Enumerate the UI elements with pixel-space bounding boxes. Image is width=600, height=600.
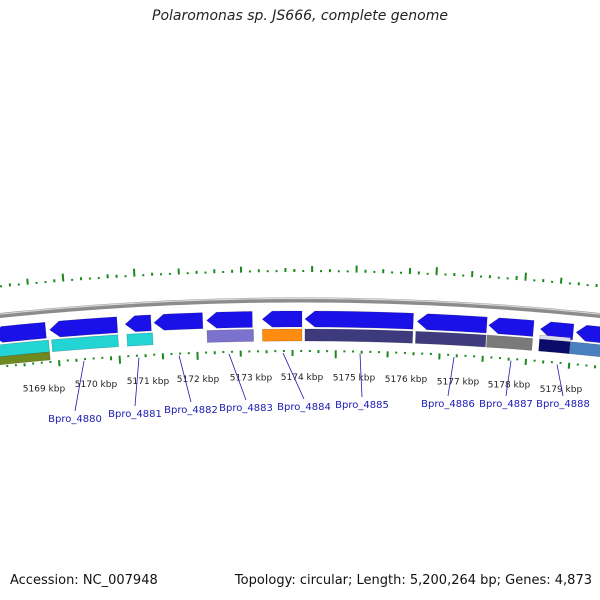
gene-arrow <box>416 313 488 334</box>
feature-block <box>51 334 119 353</box>
gc-tick <box>559 277 563 284</box>
gc-skew-inner-track <box>6 350 597 369</box>
genome-title: Polaromonas sp. JS666, complete genome <box>152 8 448 24</box>
gene-label: Bpro_4883 <box>219 403 273 414</box>
kbp-tick-label: 5175 kbp <box>333 374 376 384</box>
feature-block <box>415 331 487 348</box>
gene-label: Bpro_4887 <box>479 399 533 410</box>
gc-tick <box>61 273 65 282</box>
gene-arrow <box>261 310 303 328</box>
kbp-tick-label: 5169 kbp <box>23 384 66 394</box>
kbp-tick-label: 5179 kbp <box>540 385 583 395</box>
backbone-highlight <box>0 297 600 315</box>
gc-tick <box>567 362 571 369</box>
gc-tick <box>26 278 29 285</box>
kbp-tick-label: 5177 kbp <box>437 377 480 387</box>
gene-label: Bpro_4886 <box>421 399 475 410</box>
gene-leader-line <box>282 352 305 400</box>
backbone-track <box>0 297 600 319</box>
gene-arrow <box>575 324 600 344</box>
feature-block <box>486 334 533 351</box>
gene-leader-line <box>134 357 140 407</box>
kbp-tick-label: 5178 kbp <box>488 381 531 391</box>
gc-tick <box>524 272 527 281</box>
kbp-scale: 5169 kbp 5170 kbp 5171 kbp 5172 kbp 5173 kbp… <box>23 373 583 395</box>
gene-label: Bpro_4885 <box>335 400 389 411</box>
feature-block <box>126 332 154 347</box>
feature-block <box>568 341 600 358</box>
gene-leader-line <box>228 353 247 401</box>
gene-label-layer: Bpro_4880 Bpro_4881 Bpro_4882 Bpro_4883 Bpro… <box>48 352 590 425</box>
gene-arrow <box>206 311 253 329</box>
kbp-tick-label: 5171 kbp <box>127 377 170 387</box>
feature-block <box>206 329 254 343</box>
gc-skew-outer-track <box>0 265 598 288</box>
gene-label: Bpro_4884 <box>277 402 331 413</box>
feature-block <box>304 328 414 344</box>
gene-arrow <box>304 310 414 330</box>
genome-summary-text: Topology: circular; Length: 5,200,264 bp… <box>234 573 592 588</box>
gene-label: Bpro_4882 <box>164 405 218 416</box>
gene-arrow <box>0 321 47 343</box>
gene-label: Bpro_4880 <box>48 414 102 425</box>
gene-arrow <box>124 314 152 333</box>
feature-block <box>0 351 51 366</box>
gene-leader-line <box>556 364 564 397</box>
gene-leader-line <box>178 355 192 403</box>
backbone-line <box>0 297 600 319</box>
gene-leader-line <box>505 360 512 397</box>
kbp-tick-label: 5170 kbp <box>75 380 118 390</box>
gene-leader-line <box>359 353 363 398</box>
kbp-tick-label: 5173 kbp <box>230 373 273 383</box>
gene-label: Bpro_4881 <box>108 409 162 420</box>
gc-tick <box>58 360 61 367</box>
gene-track <box>0 310 600 366</box>
accession-text: Accession: NC_007948 <box>10 573 158 588</box>
gene-arrow <box>488 317 535 337</box>
kbp-tick-label: 5176 kbp <box>385 375 428 385</box>
gene-label: Bpro_4888 <box>536 399 590 410</box>
kbp-tick-label: 5172 kbp <box>177 375 220 385</box>
feature-block <box>539 334 571 343</box>
gc-tick <box>118 355 122 364</box>
gene-leader-line <box>447 357 455 397</box>
gene-leader-line <box>74 360 85 412</box>
gene-arrow <box>153 312 204 331</box>
kbp-tick-label: 5174 kbp <box>281 373 324 383</box>
feature-block <box>262 328 303 342</box>
gene-arrow <box>49 316 119 338</box>
